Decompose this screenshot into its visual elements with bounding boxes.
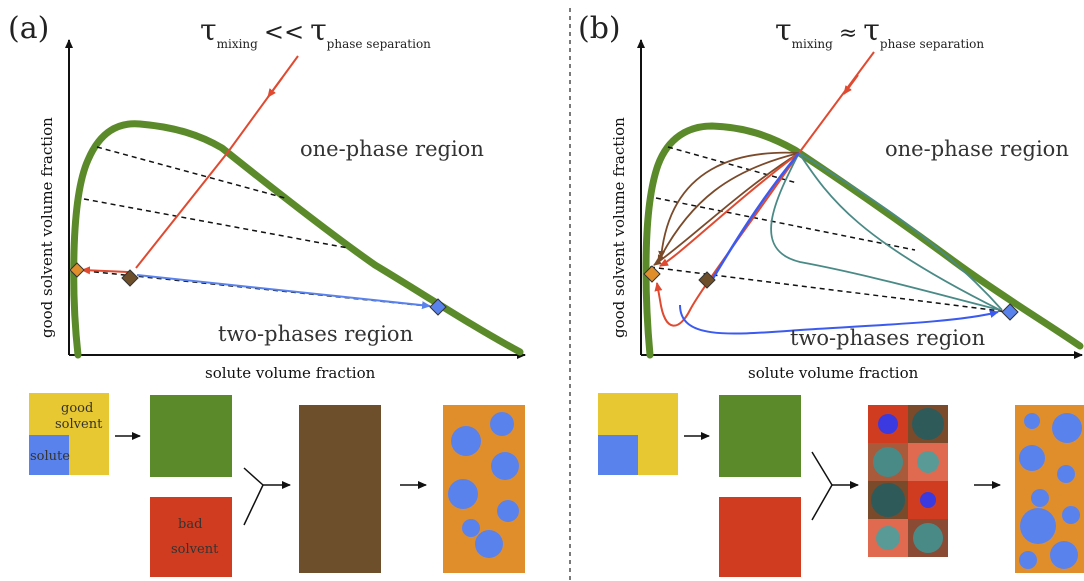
panel-a-droplet	[451, 426, 481, 456]
panel-b-checkerboard-box	[868, 405, 948, 557]
panel-b-droplet	[1019, 551, 1037, 569]
panel-b-droplet	[1050, 541, 1078, 569]
panel-b-solute-blob	[878, 414, 898, 434]
panel-b-droplet	[1024, 413, 1040, 429]
panel-a-tie-line-middle	[83, 198, 349, 249]
panel-b-mixing-arrow	[843, 74, 859, 95]
panel-a-tau-relation: τmixing << τphase separation	[200, 13, 431, 51]
panel-a-mixing-arrow	[267, 77, 283, 98]
panel-a-bad-label: bad	[178, 517, 202, 532]
panel-b-solute-blob	[917, 451, 939, 473]
panel-a-x-axis-label: solute volume fraction	[205, 364, 376, 382]
panel-b-teal-path	[770, 152, 1001, 311]
panel-b-teal-path	[798, 152, 1001, 311]
panel-b-mixing-path	[798, 51, 875, 154]
panel-a-good-label: good	[61, 401, 93, 416]
panel-a-split-arrow-right	[136, 274, 431, 310]
panel-a-bad-solvent-box	[150, 497, 232, 577]
panel-b-blue-path-lower	[679, 304, 999, 335]
panel-a-droplet	[475, 530, 503, 558]
panel-b-red-path	[654, 152, 800, 327]
panel-b-droplet	[1062, 506, 1080, 524]
panel-b-diamond-solvent-rich	[643, 265, 661, 283]
panel-b-red-path	[659, 152, 800, 267]
panel-b-solute-box	[598, 435, 638, 475]
panel-a-droplet	[448, 479, 478, 509]
panel-a-y-axis-label: good solvent volume fraction	[38, 117, 56, 338]
panel-a-droplet	[490, 412, 514, 436]
panel-a-diamond-solvent-rich	[69, 262, 85, 278]
panel-b-brown-path	[658, 151, 800, 259]
panel-a-split-arrow-left	[81, 266, 129, 275]
panel-b-solute-blob	[920, 492, 936, 508]
panel-b-solute-blob	[873, 447, 903, 477]
panel-b-blue-path	[710, 152, 800, 281]
panel-b-two-phase-label: two-phases region	[790, 326, 985, 350]
panel-a-label: (a)	[8, 11, 49, 46]
panel-a: (a) τmixing << τphase separation good solv…	[8, 11, 526, 577]
panel-b-solute-blob	[876, 526, 900, 550]
panel-b-droplet	[1031, 489, 1049, 507]
panel-a-bad-solvent-label: solvent	[171, 542, 219, 557]
panel-b-good-solution-box	[719, 395, 801, 477]
panel-b-droplet	[1019, 445, 1045, 471]
panel-b: (b) τmixing ≈ τphase separation good solve…	[578, 11, 1084, 577]
panel-a-mixture-box	[299, 405, 381, 573]
panel-b-tau-relation: τmixing ≈ τphase separation	[775, 13, 984, 51]
panel-b-y-axis-label: good solvent volume fraction	[610, 117, 628, 338]
panel-b-tie-line-upper	[667, 146, 798, 184]
panel-a-tie-line-upper	[96, 146, 286, 199]
panel-a-good-solution-box	[150, 395, 232, 477]
panel-a-binodal-curve	[70, 120, 524, 359]
panel-a-diamond-mixture	[121, 269, 139, 287]
panel-a-droplet	[491, 452, 519, 480]
panel-a-solute-label: solute	[30, 449, 70, 464]
panel-b-bad-solvent-box	[719, 497, 801, 577]
panel-b-solute-blob	[871, 483, 905, 517]
panel-b-teal-path	[798, 152, 1003, 311]
panel-b-one-phase-label: one-phase region	[885, 137, 1069, 161]
panel-a-two-phase-label: two-phases region	[218, 322, 413, 346]
panel-b-diamond-solute-rich	[1001, 303, 1019, 321]
panel-b-droplet	[1020, 508, 1056, 544]
panel-a-one-phase-label: one-phase region	[300, 137, 484, 161]
panel-b-droplet	[1057, 465, 1075, 483]
panel-b-droplet	[1052, 413, 1082, 443]
panel-b-label: (b)	[578, 11, 621, 46]
panel-b-diamond-mixture	[698, 271, 716, 289]
panel-b-solute-blob	[912, 408, 944, 440]
panel-a-solute-box	[29, 435, 69, 475]
panel-b-brown-path	[653, 152, 800, 266]
panel-b-tie-line-middle	[655, 197, 916, 251]
panel-b-solute-blob	[913, 523, 943, 553]
panel-a-merge-lines	[243, 467, 264, 526]
panel-a-diamond-solute-rich	[429, 298, 447, 316]
panel-a-droplet	[462, 519, 480, 537]
panel-b-tie-line-lower	[649, 266, 1009, 313]
panel-b-binodal-curve	[642, 122, 1084, 359]
panel-a-solvent-label: solvent	[55, 417, 103, 432]
panel-b-x-axis-label: solute volume fraction	[748, 364, 919, 382]
panel-b-merge-lines	[811, 451, 833, 521]
panel-b-brown-path	[657, 152, 800, 263]
panel-a-droplet	[497, 500, 519, 522]
